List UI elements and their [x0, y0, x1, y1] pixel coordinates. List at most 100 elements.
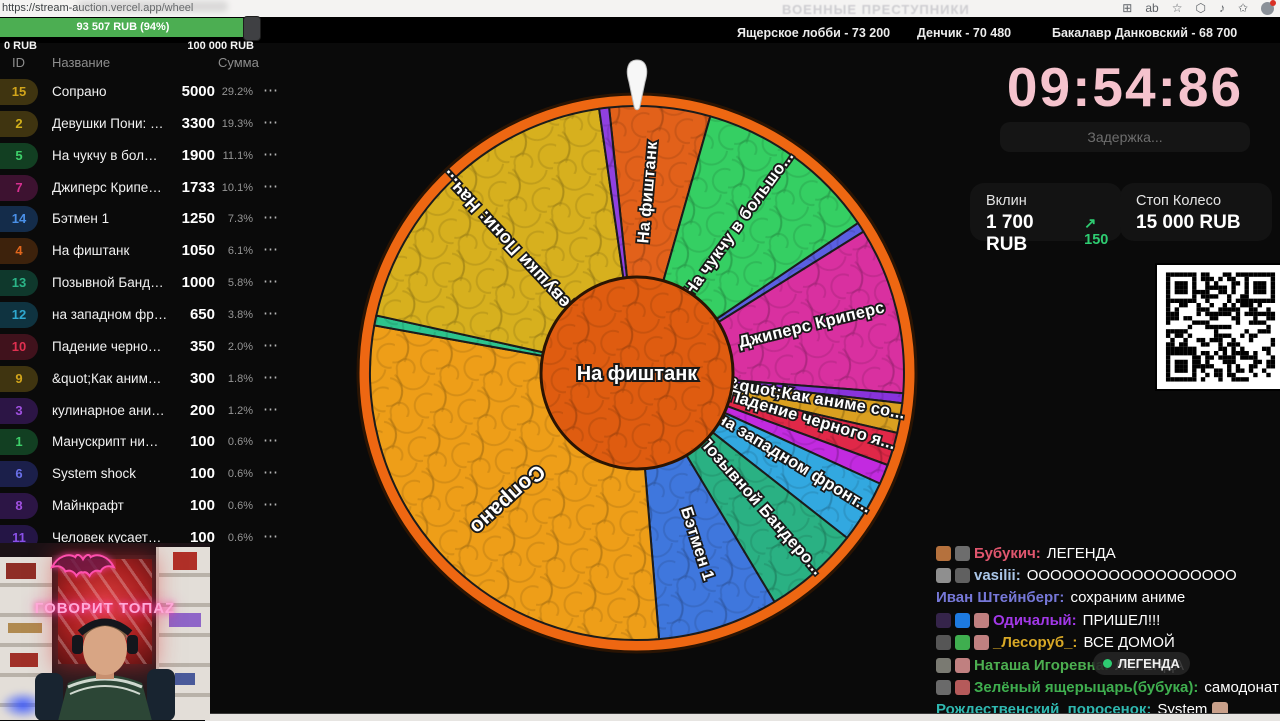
watermark-text: ВОЕННЫЕ ПРЕСТУПНИКИ — [782, 2, 970, 17]
online-dot-icon — [1103, 659, 1112, 668]
row-menu-button[interactable]: ⋯ — [263, 400, 279, 418]
lot-id-badge: 8 — [0, 493, 38, 520]
stat-delta: ↗ 150 — [1084, 216, 1109, 248]
headphone-cup — [72, 635, 83, 654]
sidebar-icon[interactable]: ⬡ — [1195, 1, 1206, 15]
table-row[interactable]: 9 &quot;Как аним… 300 1.8% ⋯ — [0, 365, 300, 395]
lot-name: Человек кусает… — [52, 529, 162, 545]
chat-username[interactable]: Наташа Игоревна: — [974, 656, 1109, 674]
chat-badge-icon — [936, 657, 951, 673]
lot-sum: 1733 — [181, 178, 215, 196]
browser-icons: ⊞ ab ☆ ⬡ ♪ ✩ — [1122, 0, 1276, 17]
shelf-medals — [8, 623, 42, 633]
chat-badge-icon — [955, 680, 970, 696]
lot-id-badge: 13 — [0, 270, 38, 297]
row-menu-button[interactable]: ⋯ — [263, 113, 279, 131]
jacket-stripe — [69, 685, 141, 695]
row-menu-button[interactable]: ⋯ — [263, 304, 279, 322]
table-row[interactable]: 12 на западном фр… 650 3.8% ⋯ — [0, 301, 300, 331]
row-menu-button[interactable]: ⋯ — [263, 241, 279, 259]
chat-username[interactable]: _Лесоруб_: — [993, 634, 1078, 652]
row-menu-button[interactable]: ⋯ — [263, 432, 279, 450]
lot-name: Позывной Банд… — [52, 275, 164, 291]
lot-id-badge: 1 — [0, 429, 38, 456]
lot-id-badge: 15 — [0, 79, 38, 105]
chat-username[interactable]: Одичалый: — [993, 611, 1077, 629]
webcam-overlay: ГОВОРИТ ТОПАZ — [0, 543, 210, 720]
row-menu-button[interactable]: ⋯ — [263, 527, 279, 545]
lot-percent: 11.1% — [222, 149, 253, 162]
lot-sum: 1000 — [181, 274, 215, 292]
table-row[interactable]: 15 Сопрано 5000 29.2% ⋯ — [0, 78, 300, 108]
table-row[interactable]: 11 Человек кусает… 100 0.6% ⋯ — [0, 524, 300, 554]
lot-percent: 0.6% — [227, 468, 253, 481]
shelf-figures — [169, 613, 201, 627]
lot-name: Майнкрафт — [52, 498, 124, 514]
chat-username[interactable]: Зелёный ящерыцарь(бубука): — [974, 679, 1199, 697]
media-icon[interactable]: ♪ — [1218, 1, 1225, 15]
lot-sum: 5000 — [181, 83, 215, 100]
table-row[interactable]: 13 Позывной Банд… 1000 5.8% ⋯ — [0, 269, 300, 299]
lot-sum: 300 — [189, 369, 215, 387]
table-row[interactable]: 5 На чукчу в бол… 1900 11.1% ⋯ — [0, 142, 300, 172]
chat-username[interactable]: Иван Штейнберг: — [936, 589, 1065, 607]
row-menu-button[interactable]: ⋯ — [263, 464, 279, 482]
row-menu-button[interactable]: ⋯ — [263, 177, 279, 195]
fortune-wheel[interactable]: На фиштанк На чукчу в большо...Джиперс Кр… — [347, 53, 927, 668]
lot-id-badge: 12 — [0, 301, 38, 328]
row-menu-button[interactable]: ⋯ — [263, 209, 279, 227]
chat-panel: Бубукич: ЛЕГЕНДА vasilii: ООООООООООООООООО… — [936, 542, 1280, 721]
extensions-icon[interactable]: ⊞ — [1122, 1, 1133, 15]
chat-text: ЛЕГЕНДА — [1046, 544, 1116, 562]
stat-value: 15 000 RUB — [1136, 212, 1241, 233]
lot-id-badge: 7 — [0, 174, 38, 201]
table-row[interactable]: 6 System shock 100 0.6% ⋯ — [0, 460, 300, 490]
table-row[interactable]: 4 На фиштанк 1050 6.1% ⋯ — [0, 237, 300, 267]
chair-armrest — [35, 673, 63, 720]
favorites-icon[interactable]: ☆ — [1171, 1, 1183, 15]
table-row[interactable]: 10 Падение черно… 350 2.0% ⋯ — [0, 333, 300, 363]
row-menu-button[interactable]: ⋯ — [263, 145, 279, 163]
table-row[interactable]: 8 Майнкрафт 100 0.6% ⋯ — [0, 492, 300, 522]
lot-sum: 350 — [189, 337, 215, 355]
table-row[interactable]: 3 кулинарное ани… 200 1.2% ⋯ — [0, 397, 300, 427]
lot-percent: 7.3% — [227, 213, 253, 226]
leaderboard-entry-1: Ящерское лобби - 73 200 — [737, 26, 891, 40]
row-menu-button[interactable]: ⋯ — [263, 368, 279, 386]
delay-input[interactable]: Задержка... — [1000, 122, 1250, 152]
profile-avatar[interactable] — [1261, 0, 1276, 15]
lot-name: Джиперс Крипе… — [52, 179, 162, 195]
chat-message: Зелёный ящерыцарь(бубука): самодонат — [936, 676, 1280, 698]
lot-percent: 10.1% — [221, 181, 253, 194]
wheel-center-label: На фиштанк — [577, 363, 699, 385]
row-menu-button[interactable]: ⋯ — [263, 273, 279, 291]
table-row[interactable]: 1 Манускрипт ни… 100 0.6% ⋯ — [0, 428, 300, 458]
row-menu-button[interactable]: ⋯ — [263, 336, 279, 354]
wheel-pointer — [626, 59, 648, 111]
chat-badge-icon — [936, 680, 951, 696]
chat-username[interactable]: Бубукич: — [974, 544, 1041, 562]
lot-percent: 1.8% — [227, 372, 253, 385]
address-url[interactable]: https://stream-auction.vercel.app/wheel — [2, 2, 194, 14]
row-menu-button[interactable]: ⋯ — [263, 82, 279, 99]
lot-percent: 19.3% — [221, 117, 253, 130]
countdown-timer: 09:54:86 — [1006, 56, 1244, 118]
translate-icon[interactable]: ab — [1145, 1, 1159, 15]
table-row[interactable]: 2 Девушки Пони: … 3300 19.3% ⋯ — [0, 110, 300, 140]
collections-icon[interactable]: ✩ — [1237, 1, 1248, 15]
chat-badge-icon — [955, 545, 970, 561]
chat-message: Иван Штейнберг: сохраним аниме — [936, 587, 1280, 609]
lot-name: на западном фр… — [52, 306, 168, 322]
row-menu-button[interactable]: ⋯ — [263, 496, 279, 514]
column-header-sum: Сумма — [218, 55, 259, 70]
chat-username[interactable]: vasilii: — [974, 567, 1021, 585]
lot-name: &quot;Как аним… — [52, 370, 162, 386]
watermark-smudge — [78, 1, 228, 12]
stat-card-stop-wheel: Стоп Колесо 15 000 RUB — [1120, 183, 1272, 241]
chair-armrest — [147, 669, 175, 720]
table-row[interactable]: 7 Джиперс Крипе… 1733 10.1% ⋯ — [0, 174, 300, 204]
table-row[interactable]: 14 Бэтмен 1 1250 7.3% ⋯ — [0, 205, 300, 235]
lot-sum: 1050 — [181, 242, 215, 260]
lot-sum: 3300 — [181, 114, 215, 132]
